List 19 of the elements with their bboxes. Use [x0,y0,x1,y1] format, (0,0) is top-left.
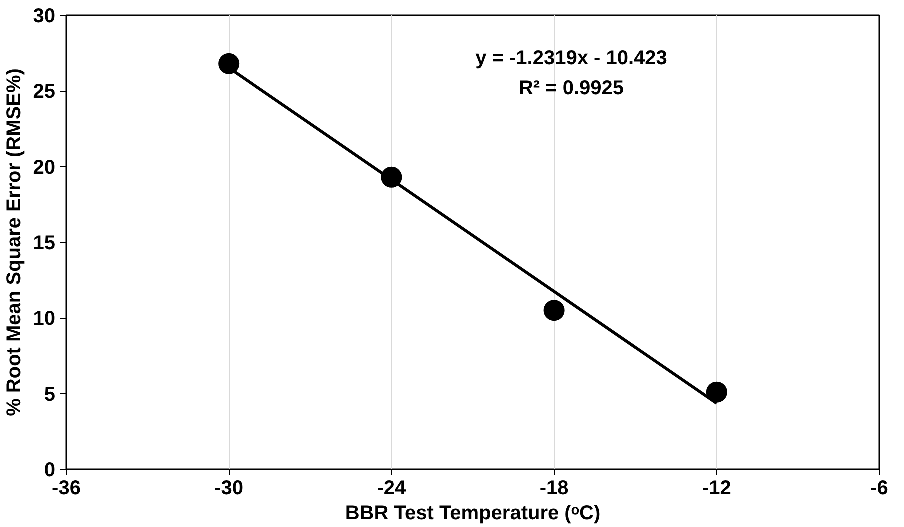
point [381,166,402,188]
y-tick-label: 10 [33,308,56,330]
y-axis-title: % Root Mean Square Error (RMSE%) [3,68,26,416]
x-tick-label: -30 [214,478,244,500]
y-tick-label: 30 [33,6,56,28]
x-axis-title: BBR Test Temperature (ᵒC) [345,502,601,524]
x-tick-label: -12 [702,478,732,500]
point [706,382,728,403]
annotation: R² = 0.9925 [518,78,624,100]
x-tick-label: -24 [377,478,408,500]
point [218,53,240,74]
annotation: y = -1.2319x - 10.423 [476,48,668,70]
y-tick-label: 15 [33,232,56,254]
y-tick-label: 25 [33,81,56,104]
point [544,300,565,322]
y-tick-label: 5 [44,384,56,406]
y-tick-label: 20 [33,156,56,179]
x-tick-label: -18 [540,478,569,500]
x-tick-label: -6 [870,478,888,500]
